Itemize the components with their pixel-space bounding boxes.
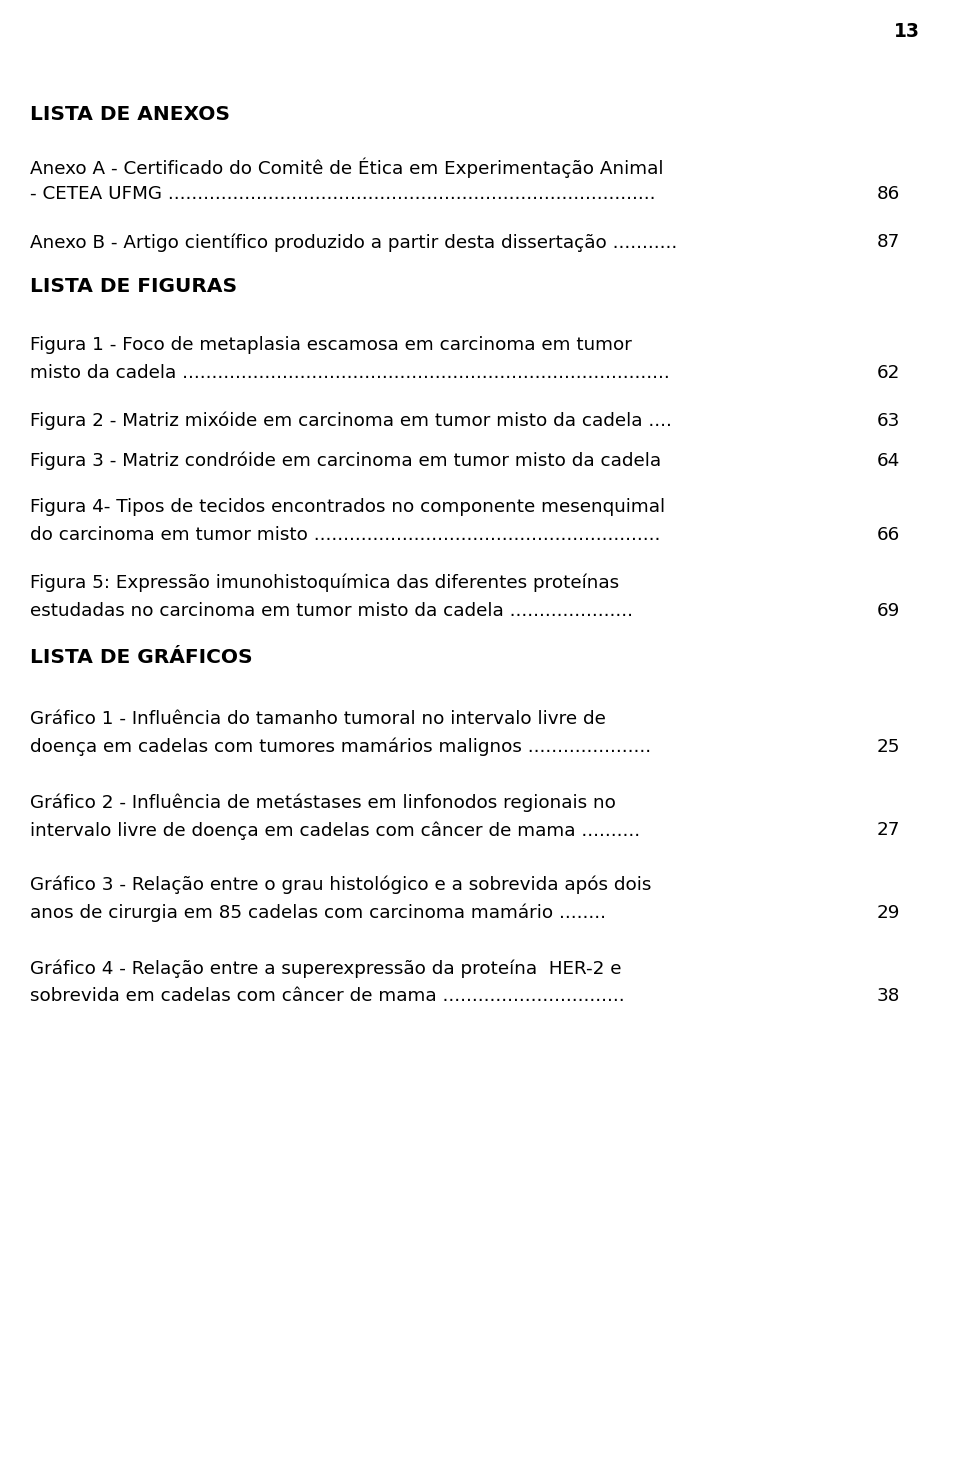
Text: 38: 38 — [876, 987, 900, 1005]
Text: Gráfico 1 - Influência do tamanho tumoral no intervalo livre de: Gráfico 1 - Influência do tamanho tumora… — [30, 710, 606, 728]
Text: Gráfico 4 - Relação entre a superexpressão da proteína  HER-2 e: Gráfico 4 - Relação entre a superexpress… — [30, 959, 621, 977]
Text: Anexo A - Certificado do Comitê de Ética em Experimentação Animal: Anexo A - Certificado do Comitê de Ética… — [30, 156, 663, 177]
Text: 29: 29 — [876, 903, 900, 922]
Text: Figura 2 - Matriz mixóide em carcinoma em tumor misto da cadela ....: Figura 2 - Matriz mixóide em carcinoma e… — [30, 412, 672, 431]
Text: 27: 27 — [876, 821, 900, 838]
Text: LISTA DE GRÁFICOS: LISTA DE GRÁFICOS — [30, 648, 252, 667]
Text: Figura 4- Tipos de tecidos encontrados no componente mesenquimal: Figura 4- Tipos de tecidos encontrados n… — [30, 497, 665, 517]
Text: 86: 86 — [876, 184, 900, 204]
Text: - CETEA UFMG ...................................................................: - CETEA UFMG ...........................… — [30, 184, 656, 204]
Text: 87: 87 — [876, 233, 900, 251]
Text: 64: 64 — [876, 452, 900, 469]
Text: sobrevida em cadelas com câncer de mama ...............................: sobrevida em cadelas com câncer de mama … — [30, 987, 625, 1005]
Text: Anexo B - Artigo científico produzido a partir desta dissertação ...........: Anexo B - Artigo científico produzido a … — [30, 233, 677, 251]
Text: 62: 62 — [876, 365, 900, 382]
Text: 63: 63 — [876, 412, 900, 430]
Text: Figura 3 - Matriz condróide em carcinoma em tumor misto da cadela: Figura 3 - Matriz condróide em carcinoma… — [30, 452, 661, 471]
Text: misto da cadela ................................................................: misto da cadela ........................… — [30, 365, 670, 382]
Text: 69: 69 — [876, 602, 900, 620]
Text: LISTA DE FIGURAS: LISTA DE FIGURAS — [30, 277, 237, 297]
Text: Gráfico 2 - Influência de metástases em linfonodos regionais no: Gráfico 2 - Influência de metástases em … — [30, 793, 616, 812]
Text: Figura 5: Expressão imunohistoquímica das diferentes proteínas: Figura 5: Expressão imunohistoquímica da… — [30, 574, 619, 592]
Text: intervalo livre de doença em cadelas com câncer de mama ..........: intervalo livre de doença em cadelas com… — [30, 821, 640, 840]
Text: estudadas no carcinoma em tumor misto da cadela .....................: estudadas no carcinoma em tumor misto da… — [30, 602, 633, 620]
Text: doença em cadelas com tumores mamários malignos .....................: doença em cadelas com tumores mamários m… — [30, 738, 651, 757]
Text: Gráfico 3 - Relação entre o grau histológico e a sobrevida após dois: Gráfico 3 - Relação entre o grau histoló… — [30, 875, 652, 894]
Text: anos de cirurgia em 85 cadelas com carcinoma mamário ........: anos de cirurgia em 85 cadelas com carci… — [30, 903, 606, 922]
Text: 25: 25 — [876, 738, 900, 756]
Text: 13: 13 — [894, 22, 920, 41]
Text: do carcinoma em tumor misto ....................................................: do carcinoma em tumor misto ............… — [30, 525, 660, 545]
Text: Figura 1 - Foco de metaplasia escamosa em carcinoma em tumor: Figura 1 - Foco de metaplasia escamosa e… — [30, 337, 632, 354]
Text: 66: 66 — [876, 525, 900, 545]
Text: LISTA DE ANEXOS: LISTA DE ANEXOS — [30, 105, 230, 124]
